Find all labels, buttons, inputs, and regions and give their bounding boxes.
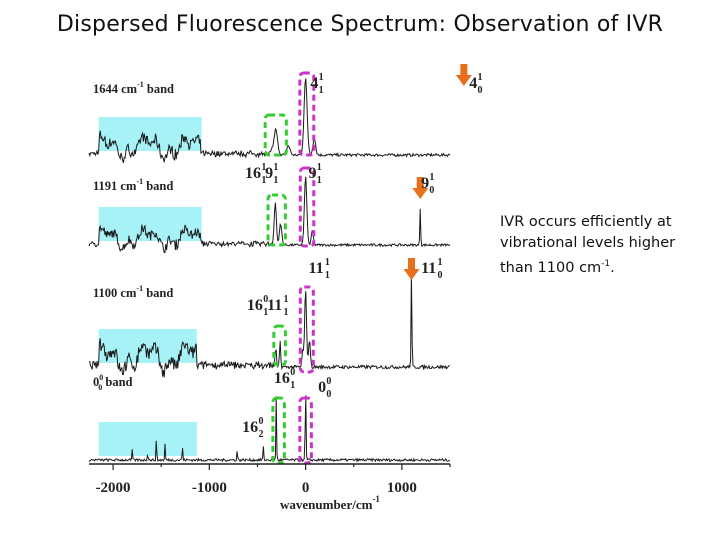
excitation-arrow-0 xyxy=(455,64,472,86)
level-label-1-2-sub: 1 xyxy=(317,175,322,186)
green-box-0 xyxy=(263,113,288,157)
level-label-1-0: 16 xyxy=(245,165,261,182)
level-label-0-0-sup: 1 xyxy=(319,72,324,83)
magenta-box-7 xyxy=(298,396,313,465)
band-label-3: 00 0 band xyxy=(93,373,133,392)
level-label-3-2: 16 xyxy=(242,419,258,436)
slide-title: Dispersed Fluorescence Spectrum: Observa… xyxy=(56,12,664,37)
magenta-box-3 xyxy=(298,166,316,248)
band-label-2: 1100 cm-1 band xyxy=(93,284,173,300)
level-label-1-2-sup: 1 xyxy=(317,162,322,173)
green-box-2 xyxy=(266,193,287,247)
excitation-arrow-2 xyxy=(403,258,420,280)
level-label-1-1: 9 xyxy=(265,165,273,182)
x-tick-label: 0 xyxy=(302,480,310,496)
level-label-2-1-sub: 0 xyxy=(438,270,443,281)
level-label-2-0: 11 xyxy=(308,260,323,277)
excitation-arrow-1 xyxy=(412,177,429,199)
level-label-2-0-sub: 1 xyxy=(325,270,330,281)
level-label-2-2-sup: 0 xyxy=(263,294,268,305)
level-label-3-1-sub: 0 xyxy=(326,389,331,400)
green-box-4 xyxy=(272,324,287,367)
level-label-0-1-sup: 1 xyxy=(477,72,482,83)
level-label-3-2-sup: 0 xyxy=(258,416,263,427)
spectrum-trace-2 xyxy=(88,273,451,378)
level-label-2-0-sup: 1 xyxy=(325,257,330,268)
green-box-6 xyxy=(271,396,286,465)
level-label-2-1: 11 xyxy=(421,260,436,277)
cyan-region-3 xyxy=(98,422,197,456)
level-label-1-3-sup: 1 xyxy=(429,172,434,183)
level-label-1-0-sub: 1 xyxy=(261,175,266,186)
level-label-0-1: 4 xyxy=(469,75,477,92)
level-label-2-2-sub: 1 xyxy=(263,307,268,318)
level-label-3-0-sub: 1 xyxy=(290,380,295,391)
level-label-3-1-sup: 0 xyxy=(326,376,331,387)
level-label-3-0: 16 xyxy=(274,370,290,387)
level-label-3-2-sub: 2 xyxy=(258,429,263,440)
level-label-3-1: 0 xyxy=(318,379,326,396)
level-label-0-1-sub: 0 xyxy=(477,85,482,96)
level-label-1-3-sub: 0 xyxy=(429,185,434,196)
level-label-1-3: 9 xyxy=(421,175,429,192)
spectrum-trace-3 xyxy=(88,395,450,463)
level-label-1-1-sup: 1 xyxy=(273,162,278,173)
x-tick-label: -1000 xyxy=(192,480,227,496)
spectrum-trace-0 xyxy=(88,78,451,163)
level-label-3-0-sup: 0 xyxy=(290,367,295,378)
level-label-1-0-sup: 1 xyxy=(261,162,266,173)
magenta-box-1 xyxy=(298,71,316,157)
level-label-2-3: 11 xyxy=(267,297,282,314)
level-label-2-3-sup: 1 xyxy=(283,294,288,305)
level-label-2-2: 16 xyxy=(247,297,263,314)
x-axis-title: wavenumber/cm-1 xyxy=(280,494,380,512)
level-label-2-1-sup: 1 xyxy=(438,257,443,268)
band-label-0: 1644 cm-1 band xyxy=(93,80,174,96)
level-label-0-0-sub: 1 xyxy=(319,85,324,96)
level-label-1-2: 9 xyxy=(308,165,316,182)
x-tick-label: 1000 xyxy=(387,480,417,496)
level-label-1-1-sub: 1 xyxy=(273,175,278,186)
x-tick-label: -2000 xyxy=(96,480,131,496)
level-label-0-0: 4 xyxy=(310,75,318,92)
ivr-note: IVR occurs efficiently at vibrational le… xyxy=(500,214,676,276)
magenta-box-5 xyxy=(298,285,315,374)
band-label-1: 1191 cm-1 band xyxy=(93,177,173,193)
level-label-2-3-sub: 1 xyxy=(283,307,288,318)
